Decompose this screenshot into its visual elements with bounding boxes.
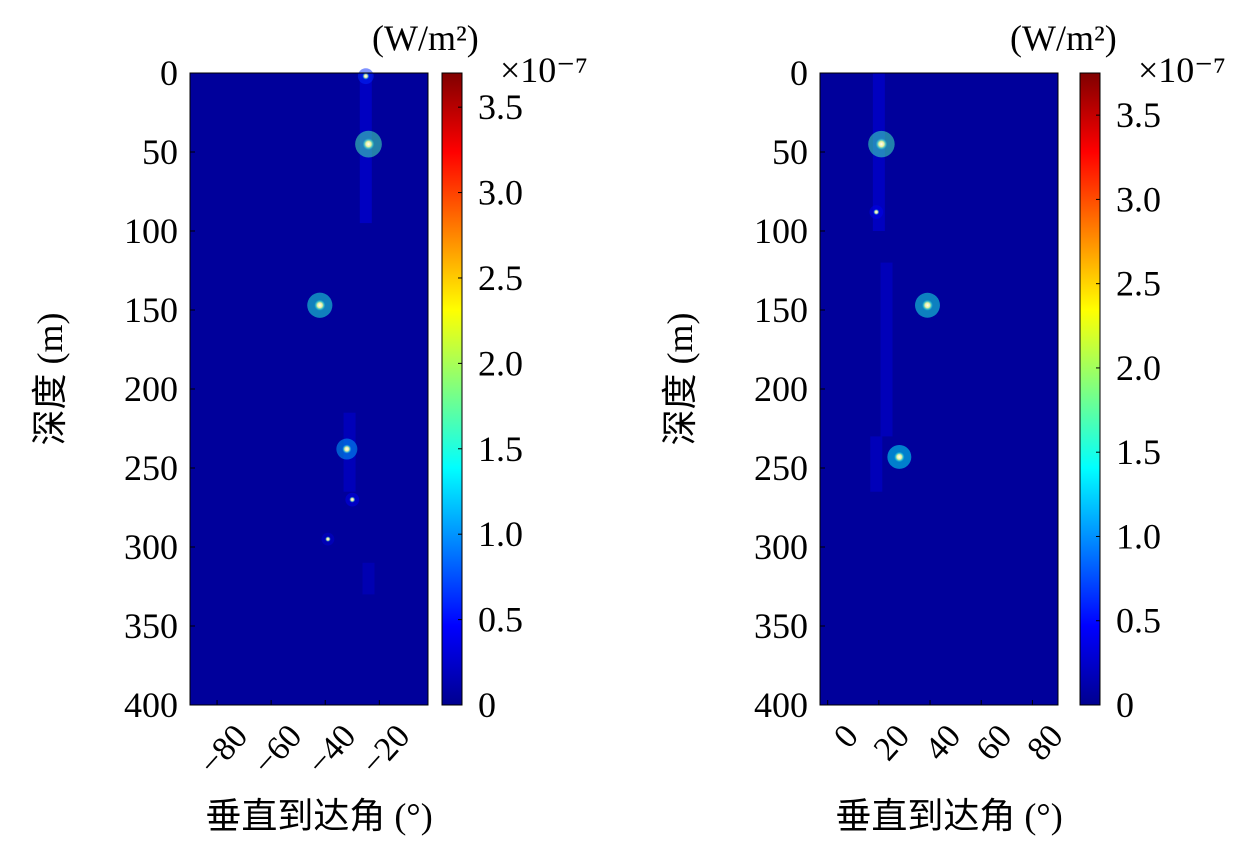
y-tick-label: 250 [754, 448, 808, 488]
x-tick-label: 0 [827, 718, 866, 755]
heatmap-peak [362, 138, 375, 150]
colorbar-tick-label: 1.5 [1116, 432, 1161, 472]
y-tick-label: 50 [142, 132, 178, 172]
heatmap-streak [870, 436, 883, 492]
y-tick-label: 300 [124, 527, 178, 567]
colorbar-tick-label: 3.0 [478, 173, 523, 213]
x-tick-label: −40 [300, 718, 363, 782]
y-tick-label: 250 [124, 448, 178, 488]
heatmap-background [820, 73, 1058, 705]
colorbar-tick-label: 2.5 [1116, 264, 1161, 304]
heatmap-streak [880, 262, 893, 437]
y-tick-label: 150 [754, 290, 808, 330]
x-tick-label: −80 [192, 718, 255, 782]
y-tick-label: 50 [772, 132, 808, 172]
y-axis-label: 深度 (m) [660, 313, 700, 446]
colorbar-exponent-label: ×10⁻⁷ [1138, 50, 1226, 90]
y-tick-label: 400 [754, 685, 808, 725]
y-axis-label: 深度 (m) [30, 313, 70, 446]
heatmap-peak [362, 72, 370, 80]
y-tick-label: 200 [124, 369, 178, 409]
y-tick-label: 0 [160, 53, 178, 93]
colorbar-unit-label: (W/m²) [372, 18, 479, 58]
x-axis-label: 垂直到达角 (°) [835, 796, 1062, 836]
x-tick-label: 40 [918, 718, 968, 768]
colorbar-tick-label: 1.0 [478, 514, 523, 554]
heatmap-peak [894, 451, 905, 463]
y-tick-label: 0 [790, 53, 808, 93]
heatmap-peak [873, 209, 880, 216]
y-tick-label: 100 [754, 211, 808, 251]
colorbar-tick-label: 3.5 [478, 87, 523, 127]
heatmap-peak [875, 138, 888, 150]
colorbar-tick-label: 1.5 [478, 429, 523, 469]
colorbar-tick-label: 0.5 [478, 600, 523, 640]
y-tick-label: 100 [124, 211, 178, 251]
left-heatmap-panel: 0 50 100 150 200 250 300 350 400 −80−60−40−20 垂直到达… [30, 18, 588, 836]
colorbar-tick-label: 1.0 [1116, 516, 1161, 556]
heatmap-peak [922, 299, 933, 311]
heatmap-peak [325, 536, 331, 542]
y-tick-label: 350 [124, 606, 178, 646]
x-tick-label: 80 [1020, 718, 1070, 768]
colorbar-tick-label: 0 [1116, 685, 1134, 725]
y-tick-label: 300 [754, 527, 808, 567]
x-tick-label: 60 [969, 718, 1019, 768]
y-tick-label: 350 [754, 606, 808, 646]
heatmap-background [190, 73, 428, 705]
colorbar [1079, 72, 1101, 706]
colorbar-tick-label: 3.0 [1116, 179, 1161, 219]
heatmap-peak [342, 444, 352, 454]
x-axis-label: 垂直到达角 (°) [205, 796, 432, 836]
colorbar-tick-label: 2.0 [478, 343, 523, 383]
heatmap-peak [349, 496, 356, 503]
colorbar-tick-label: 3.5 [1116, 95, 1161, 135]
x-tick-label: −20 [354, 718, 417, 782]
colorbar-tick-label: 0.5 [1116, 601, 1161, 641]
y-tick-label: 150 [124, 290, 178, 330]
y-tick-label: 200 [754, 369, 808, 409]
colorbar [441, 72, 463, 706]
colorbar-tick-label: 2.0 [1116, 348, 1161, 388]
x-tick-label: 20 [867, 718, 917, 768]
colorbar-tick-label: 2.5 [478, 258, 523, 298]
colorbar-exponent-label: ×10⁻⁷ [500, 50, 588, 90]
heatmap-peak [314, 299, 326, 311]
colorbar-unit-label: (W/m²) [1010, 18, 1117, 58]
x-tick-label: −60 [246, 718, 309, 782]
heatmap-streak [362, 562, 375, 595]
y-tick-label: 400 [124, 685, 178, 725]
colorbar-tick-label: 0 [478, 685, 496, 725]
